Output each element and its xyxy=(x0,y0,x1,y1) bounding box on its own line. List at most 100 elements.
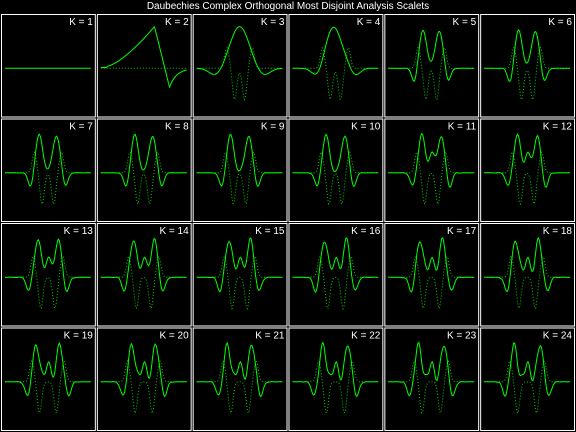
series-line-solid xyxy=(5,341,91,397)
panel-label: K = 24 xyxy=(543,331,573,342)
chart-title: Daubechies Complex Orthogonal Most Disjo… xyxy=(146,1,430,12)
scalet-panel: K = 5 xyxy=(384,14,480,118)
series-line-solid xyxy=(388,236,475,293)
panel-label: K = 21 xyxy=(255,331,285,342)
scalet-panel: K = 1 xyxy=(1,14,96,118)
panel-label: K = 15 xyxy=(255,226,285,237)
panel-label: K = 12 xyxy=(543,122,573,133)
series-line-solid xyxy=(100,25,187,89)
panel-label: K = 17 xyxy=(447,226,477,237)
series-line-solid xyxy=(5,133,91,187)
scalet-panel: K = 18 xyxy=(480,223,575,327)
panel-frame xyxy=(1,223,96,327)
series-line-solid xyxy=(100,237,187,292)
series-line-solid xyxy=(388,29,475,82)
scalet-panel: K = 9 xyxy=(192,118,288,222)
panel-frame xyxy=(1,327,96,431)
scalet-panel: K = 10 xyxy=(288,118,384,222)
series-line-solid xyxy=(100,342,187,398)
scalet-panel: K = 22 xyxy=(288,327,384,431)
panel-frame xyxy=(384,118,480,222)
series-line-solid xyxy=(484,236,570,293)
series-line-solid xyxy=(5,238,91,293)
series-line-dotted xyxy=(388,46,475,101)
panel-label: K = 6 xyxy=(548,17,572,28)
scalet-panel: K = 20 xyxy=(96,327,192,431)
panel-frame xyxy=(96,223,192,327)
panel-label: K = 23 xyxy=(447,331,477,342)
scalet-panel: K = 14 xyxy=(96,223,192,327)
panel-frame xyxy=(288,223,384,327)
panel-frame xyxy=(384,327,480,431)
panel-frame xyxy=(480,118,575,222)
series-line-solid xyxy=(292,341,379,398)
scalet-panel: K = 7 xyxy=(1,118,96,222)
scalet-panel: K = 3 xyxy=(192,14,288,118)
panel-frame xyxy=(96,327,192,431)
series-line-solid xyxy=(292,237,379,293)
panel-frame xyxy=(288,14,384,118)
series-line-dotted xyxy=(196,255,283,311)
scalet-panel: K = 4 xyxy=(288,14,384,118)
panel-frame xyxy=(96,118,192,222)
series-line-dotted xyxy=(484,359,570,415)
panel-frame xyxy=(480,14,575,118)
panel-frame xyxy=(96,14,192,118)
scalet-panel: K = 24 xyxy=(480,327,575,431)
series-line-solid xyxy=(100,133,187,187)
series-line-solid xyxy=(484,133,570,188)
scalet-panel: K = 12 xyxy=(480,118,575,222)
scalet-panel: K = 19 xyxy=(1,327,96,431)
scalet-panel: K = 21 xyxy=(192,327,288,431)
series-line-solid xyxy=(484,342,570,398)
panel-label: K = 2 xyxy=(165,17,189,28)
series-line-dotted xyxy=(388,150,475,206)
panel-label: K = 4 xyxy=(357,17,381,28)
panel-label: K = 5 xyxy=(453,17,477,28)
panel-label: K = 11 xyxy=(448,122,477,133)
scalet-panel: K = 2 xyxy=(96,14,192,118)
series-line-solid xyxy=(388,132,475,188)
panel-label: K = 8 xyxy=(165,122,189,133)
series-line-solid xyxy=(196,341,283,398)
series-line-solid xyxy=(196,134,283,187)
panel-label: K = 13 xyxy=(64,226,94,237)
panel-label: K = 3 xyxy=(261,17,285,28)
panel-frame xyxy=(1,118,96,222)
panel-label: K = 19 xyxy=(64,331,94,342)
panel-label: K = 10 xyxy=(351,122,381,133)
scalet-panel: K = 13 xyxy=(1,223,96,327)
scalet-panel: K = 11 xyxy=(384,118,480,222)
panel-label: K = 22 xyxy=(351,331,381,342)
scalet-panel: K = 17 xyxy=(384,223,480,327)
scalet-panel: K = 8 xyxy=(96,118,192,222)
panel-frame xyxy=(1,14,96,118)
series-line-solid xyxy=(196,26,283,75)
series-line-dotted xyxy=(100,359,187,415)
panel-frame xyxy=(480,223,575,327)
panel-frame xyxy=(192,14,288,118)
scalet-panel: K = 15 xyxy=(192,223,288,327)
scalet-panel: K = 23 xyxy=(384,327,480,431)
panel-frame xyxy=(480,327,575,431)
panel-frame xyxy=(288,327,384,431)
series-line-solid xyxy=(484,29,570,83)
series-line-dotted xyxy=(292,47,379,101)
panel-frame xyxy=(192,223,288,327)
series-line-solid xyxy=(388,341,475,397)
series-line-solid xyxy=(196,237,283,293)
panel-frame xyxy=(384,14,480,118)
panel-label: K = 20 xyxy=(159,331,189,342)
panel-label: K = 18 xyxy=(543,226,573,237)
panel-label: K = 7 xyxy=(69,122,93,133)
series-line-dotted xyxy=(196,46,283,102)
panel-label: K = 14 xyxy=(159,226,189,237)
scalet-panel: K = 16 xyxy=(288,223,384,327)
panel-frame xyxy=(384,223,480,327)
scalet-panel: K = 6 xyxy=(480,14,575,118)
panel-label: K = 16 xyxy=(351,226,381,237)
series-line-solid xyxy=(292,26,379,76)
series-line-solid xyxy=(292,133,379,187)
panel-label: K = 1 xyxy=(69,17,93,28)
